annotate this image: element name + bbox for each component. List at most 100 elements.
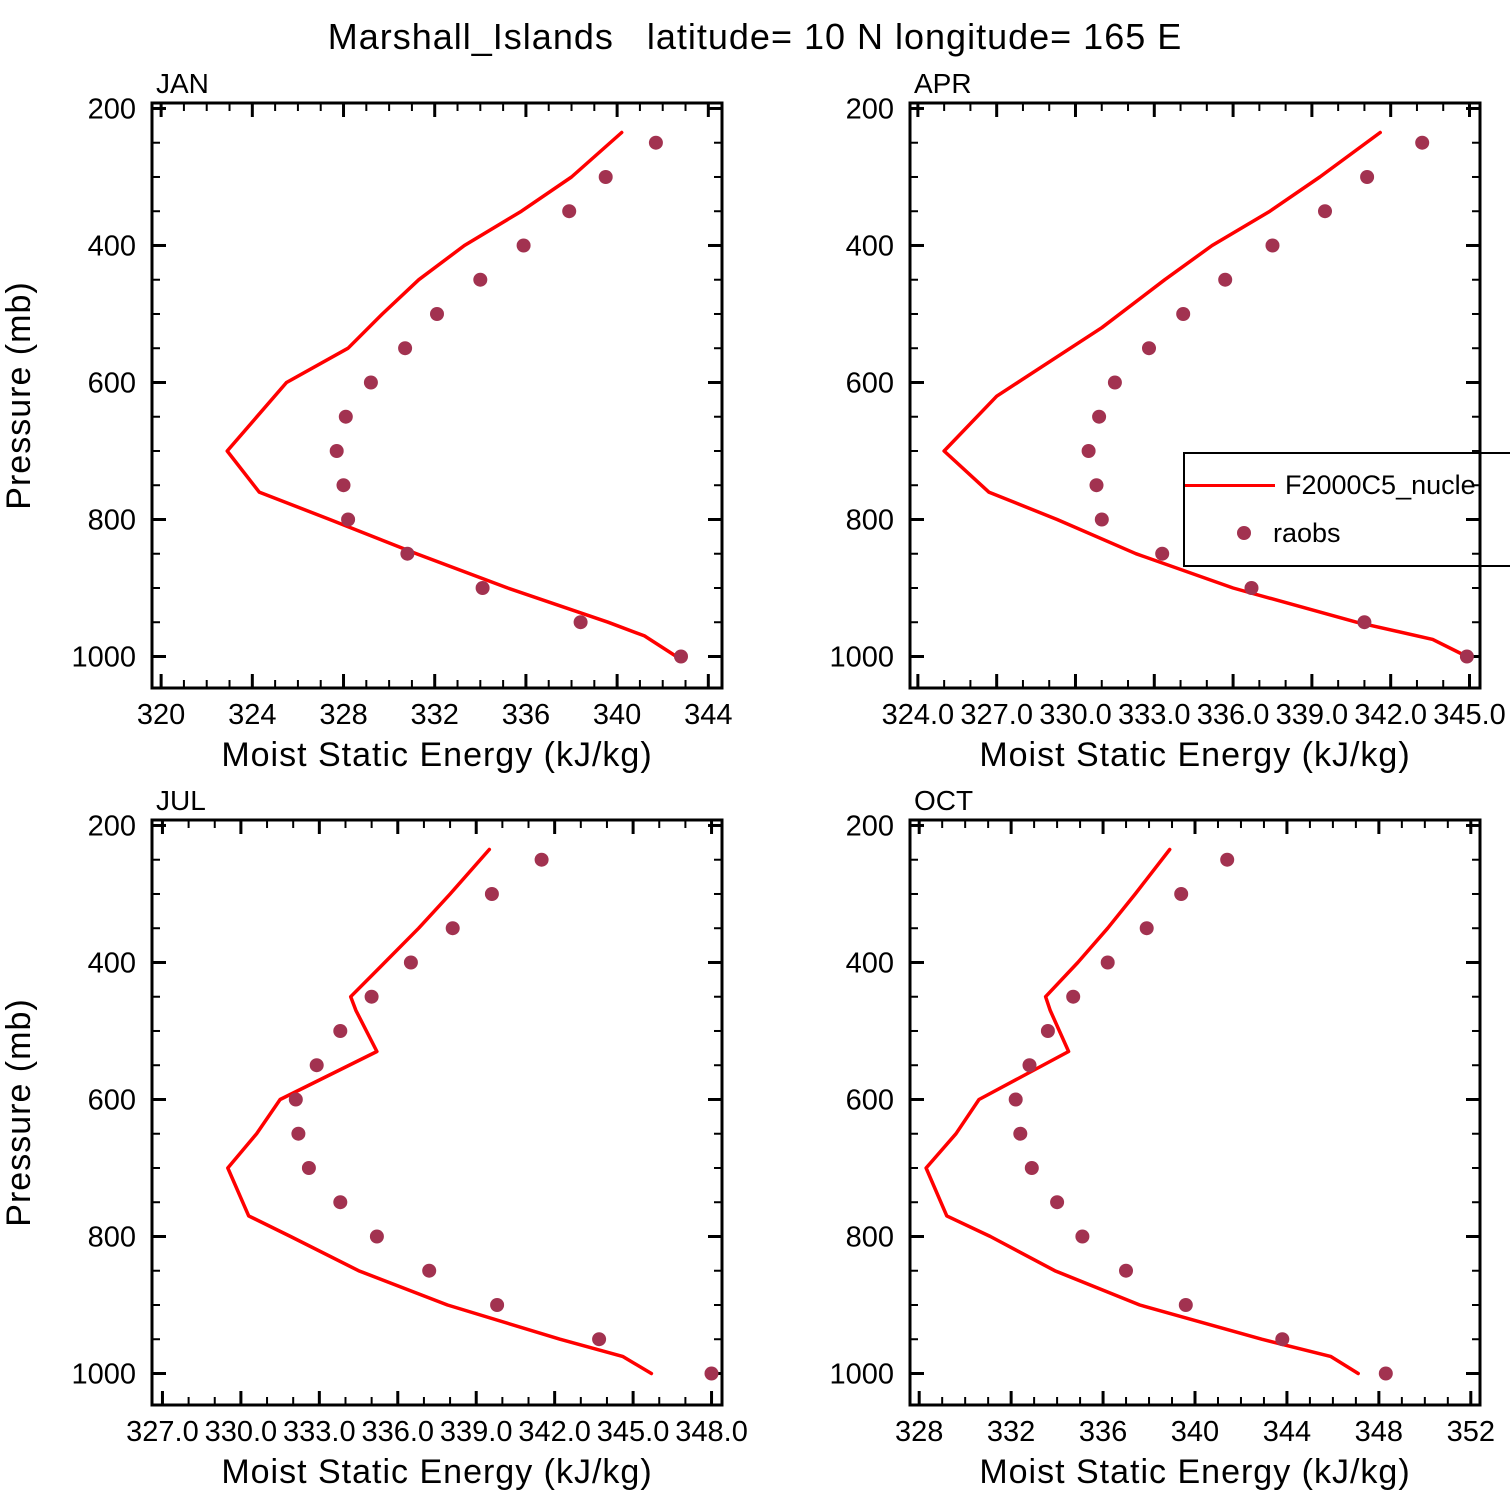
raobs-dot [422,1263,437,1278]
panel-jul: 327.0 330.0 333.0 336.0 339.0 342.0 345.0 348.0… [0,785,748,1491]
raobs-dot [1050,1195,1065,1210]
raobs-dot [1013,1126,1028,1141]
x-tick-label: 327.0 [960,699,1033,731]
x-tick-label: 340 [1171,1416,1219,1448]
model-line [226,847,654,1376]
raobs-dot [398,341,413,356]
x-axis-title: Moist Static Energy (kJ/kg) [979,1453,1410,1491]
raobs-dot [475,581,490,595]
legend-dot-sample [1237,526,1251,541]
raobs-dot [562,204,577,219]
raobs-dot [573,615,588,630]
raobs-dot [534,852,549,867]
y-tick-label: 600 [88,1084,136,1116]
raobs-dot [364,989,379,1004]
x-tick-label: 328 [319,699,367,731]
raobs-dot [400,546,415,561]
raobs-dot [338,409,353,424]
raobs-dot [1360,170,1375,184]
plot-frame [908,818,1482,1407]
plot-frame [908,101,1482,690]
raobs-dot [1220,852,1235,867]
legend-entry-raobs: raobs [1185,518,1510,549]
y-tick-label: 800 [846,504,894,536]
legend-line-sample [1185,484,1275,488]
x-tick-label: 333.0 [283,1416,356,1448]
raobs-dot [1081,444,1096,458]
x-tick-label: 352 [1447,1416,1495,1448]
raobs-dot [1275,1332,1290,1347]
raobs-dot [1415,135,1430,150]
panel-oct: 328 332 336 340 344 348 352 200 400 600 800 1000 OCT… [829,785,1495,1491]
x-axis-title: Moist Static Energy (kJ/kg) [221,736,652,774]
raobs-dot [1022,1058,1037,1073]
raobs-dot [1318,204,1332,219]
x-tick-label: 339.0 [1276,699,1349,731]
raobs-dot [1139,921,1154,936]
raobs-dot [516,238,531,253]
x-tick-label: 320 [137,699,185,731]
x-tick-label: 330.0 [1039,699,1112,731]
raobs-dot [1089,478,1104,493]
x-tick-label: 327.0 [126,1416,199,1448]
raobs-dot [1100,955,1115,970]
y-tick-label: 1000 [71,1358,136,1390]
raobs-dot [291,1126,306,1141]
panel-month-label: APR [914,68,972,99]
y-axis-title: Pressure (mb) [0,998,38,1226]
x-axis-title: Moist Static Energy (kJ/kg) [979,736,1410,774]
raobs-dot [1075,1229,1090,1244]
raobs-dot [301,1161,316,1175]
plot-title: Marshall_Islands latitude= 10 N longitud… [327,16,1183,57]
panel-apr: 324.0 327.0 330.0 333.0 336.0 339.0 342.0 345.0… [829,68,1505,774]
y-tick-label: 800 [846,1221,894,1253]
raobs-dot [1459,649,1474,664]
raobs-dot [1218,272,1233,287]
x-tick-label: 336 [1079,1416,1127,1448]
raobs-dot [445,921,460,936]
panel-month-label: JUL [156,785,206,816]
x-tick-label: 332 [411,699,459,731]
x-tick-label: 336 [502,699,550,731]
raobs-dot [1040,1024,1055,1038]
y-tick-label: 200 [88,93,136,125]
x-axis-title: Moist Static Energy (kJ/kg) [221,1453,652,1491]
raobs-dot [329,444,344,458]
raobs-dot [1174,887,1189,901]
raobs-dot [490,1298,505,1312]
y-tick-label: 400 [846,947,894,979]
raobs-dot [1024,1161,1039,1175]
y-tick-label: 800 [88,504,136,536]
x-tick-label: 333.0 [1118,699,1191,731]
panel-month-label: OCT [914,785,973,816]
raobs-dot [484,887,499,901]
x-tick-label: 324.0 [882,699,955,731]
y-tick-label: 600 [846,1084,894,1116]
model-line [924,847,1360,1376]
y-tick-label: 200 [846,810,894,842]
y-tick-label: 200 [88,810,136,842]
y-tick-label: 600 [88,367,136,399]
plot-frame [150,101,724,690]
x-tick-label: 342.0 [518,1416,591,1448]
y-tick-label: 800 [88,1221,136,1253]
raobs-dot [288,1092,303,1107]
legend-entry-model: F2000C5_nucle [1185,470,1510,501]
y-tick-label: 400 [88,947,136,979]
raobs-dot [1178,1298,1193,1312]
raobs-dot [363,375,378,390]
y-tick-label: 400 [88,230,136,262]
x-tick-label: 348 [1355,1416,1403,1448]
x-tick-label: 348.0 [675,1416,748,1448]
raobs-dot [1008,1092,1023,1107]
raobs-dot [648,135,663,150]
model-line [942,130,1469,659]
raobs-dot [473,272,488,287]
x-tick-label: 342.0 [1354,699,1427,731]
legend-dot-label: raobs [1273,517,1341,548]
raobs-dot [1357,615,1372,630]
x-tick-label: 336.0 [361,1416,434,1448]
x-tick-label: 324 [228,699,276,731]
panel-jan: 320 324 328 332 336 340 344 200 400 600 800 1000 JAN… [0,68,733,774]
raobs-dot [1244,581,1259,595]
